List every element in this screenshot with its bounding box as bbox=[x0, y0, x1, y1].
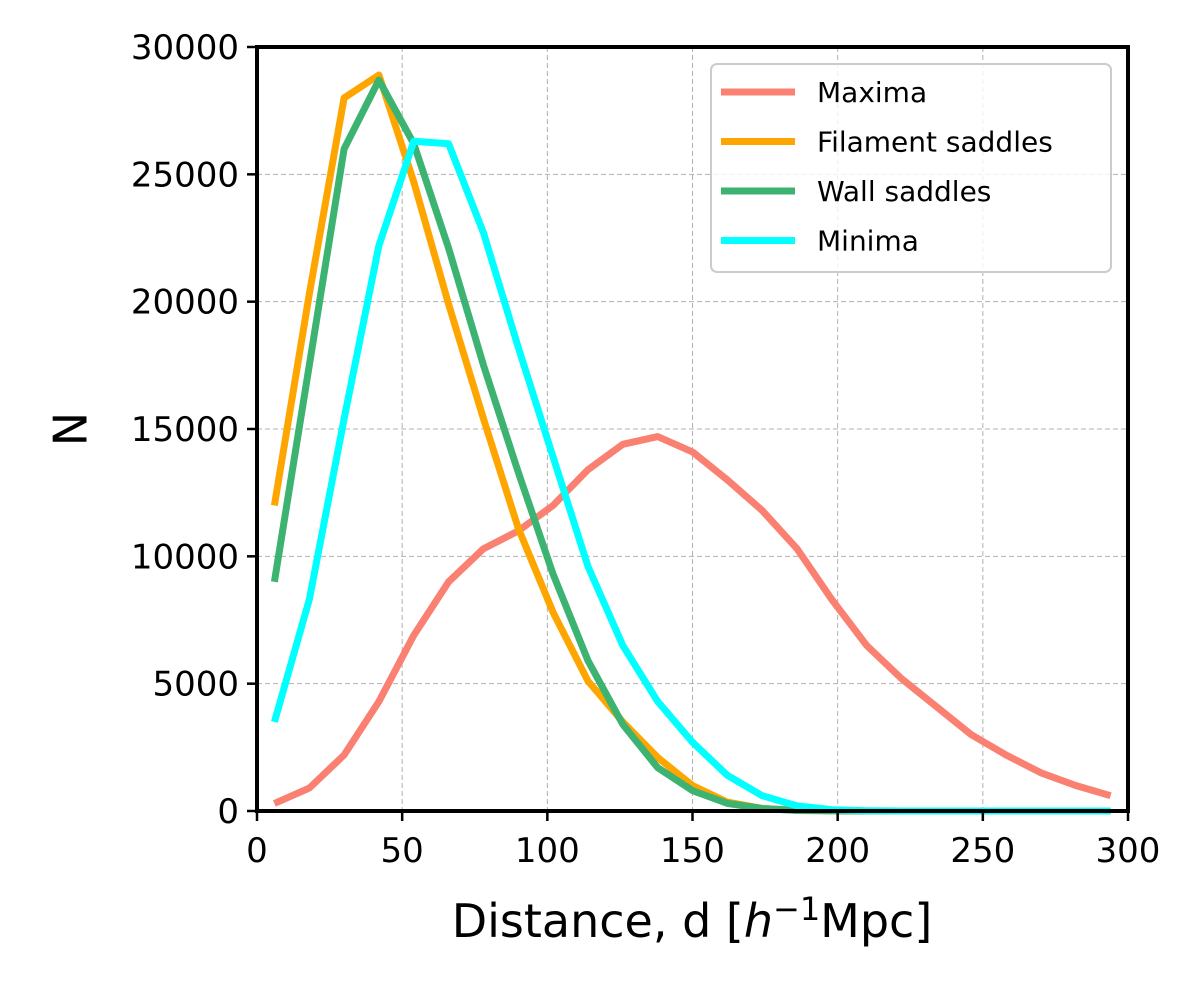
axis-ticks: 0 50 100 150 200 250 300 0 5000 10000 15000 20000 25… bbox=[131, 28, 1161, 871]
y-tick-label: 20000 bbox=[131, 283, 239, 323]
y-tick-label: 10000 bbox=[131, 537, 239, 577]
x-tick-label: 200 bbox=[805, 831, 870, 871]
y-tick-label: 5000 bbox=[152, 665, 239, 705]
legend: Maxima Filament saddles Wall saddles Minima bbox=[710, 63, 1112, 273]
x-tick-label: 150 bbox=[660, 831, 725, 871]
x-tick-label: 0 bbox=[246, 831, 268, 871]
legend-label-wall-saddles: Wall saddles bbox=[817, 175, 991, 208]
y-tick-label: 15000 bbox=[131, 410, 239, 450]
x-tick-label: 50 bbox=[381, 831, 424, 871]
x-axis-title: Distance, d [h−1Mpc] bbox=[452, 890, 933, 948]
y-axis-title: N bbox=[44, 412, 98, 446]
y-tick-label: 25000 bbox=[131, 155, 239, 195]
legend-label-minima: Minima bbox=[817, 225, 919, 258]
x-tick-label: 250 bbox=[950, 831, 1015, 871]
legend-box bbox=[710, 63, 1112, 273]
legend-label-filament-saddles: Filament saddles bbox=[817, 126, 1053, 159]
y-tick-label: 0 bbox=[217, 792, 239, 832]
legend-label-maxima: Maxima bbox=[817, 76, 927, 109]
x-tick-label: 300 bbox=[1096, 831, 1161, 871]
series-line-maxima bbox=[272, 433, 1112, 807]
x-tick-label: 100 bbox=[515, 831, 580, 871]
y-tick-label: 30000 bbox=[131, 28, 239, 68]
